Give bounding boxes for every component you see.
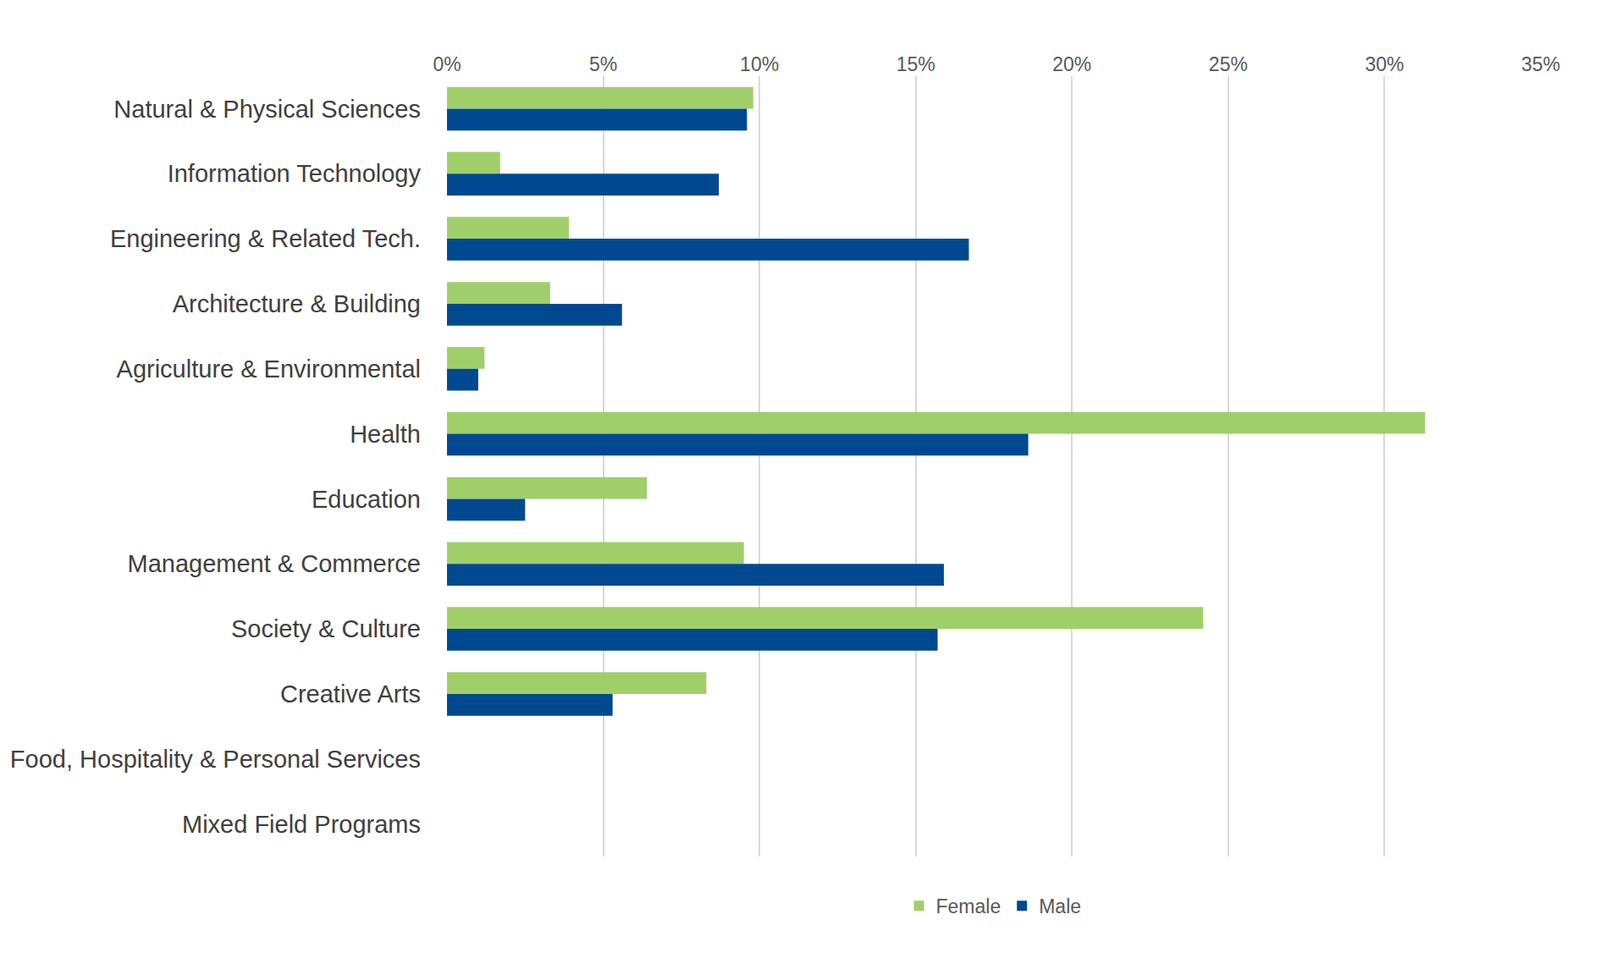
svg-text:Information Technology: Information Technology (167, 160, 422, 188)
svg-text:Mixed Field Programs: Mixed Field Programs (182, 811, 421, 839)
svg-text:30%: 30% (1364, 53, 1404, 76)
svg-text:Female: Female (936, 895, 1002, 918)
svg-text:15%: 15% (896, 53, 936, 76)
svg-text:Engineering & Related Tech.: Engineering & Related Tech. (110, 225, 421, 253)
svg-text:Society & Culture: Society & Culture (231, 615, 421, 643)
svg-text:Agriculture & Environmental: Agriculture & Environmental (116, 355, 421, 383)
svg-text:Education: Education (311, 485, 421, 514)
svg-text:Natural & Physical Sciences: Natural & Physical Sciences (113, 95, 421, 123)
svg-text:Creative Arts: Creative Arts (280, 680, 421, 708)
svg-text:35%: 35% (1521, 53, 1561, 76)
svg-text:25%: 25% (1208, 53, 1248, 76)
svg-text:Architecture & Building: Architecture & Building (172, 290, 421, 318)
svg-text:0%: 0% (432, 53, 461, 76)
svg-text:Management & Commerce: Management & Commerce (126, 550, 421, 578)
svg-text:5%: 5% (589, 53, 618, 76)
svg-text:Male: Male (1038, 895, 1082, 918)
svg-text:Food, Hospitality & Personal S: Food, Hospitality & Personal Services (10, 745, 421, 773)
svg-text:20%: 20% (1052, 53, 1092, 76)
svg-text:Health: Health (349, 420, 421, 448)
svg-text:10%: 10% (739, 53, 779, 76)
